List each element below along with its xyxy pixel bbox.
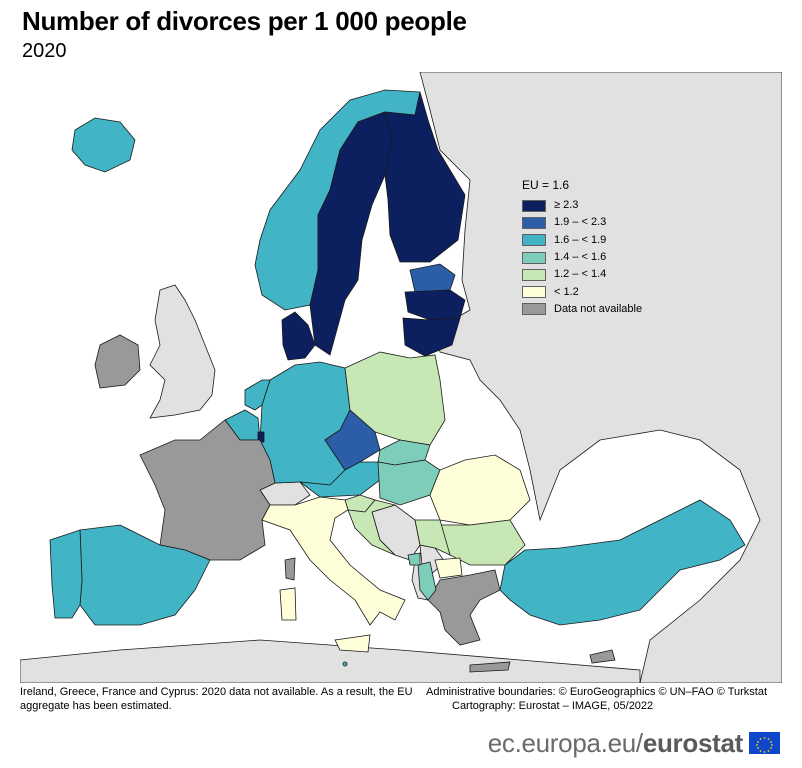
sicily-shape xyxy=(334,634,371,653)
legend-swatch xyxy=(522,234,546,247)
turkey-shape xyxy=(499,499,746,626)
legend-swatch xyxy=(522,303,546,316)
legend-label: 1.9 – < 2.3 xyxy=(554,216,607,229)
legend-item: Data not available xyxy=(522,301,642,318)
legend-label: < 1.2 xyxy=(554,285,579,298)
romania-shape xyxy=(429,454,531,526)
finland-shape xyxy=(384,91,466,263)
serbia-shape xyxy=(414,519,451,556)
croatia-shape xyxy=(347,499,397,556)
greece-shape xyxy=(427,569,501,646)
choropleth-map xyxy=(20,72,782,683)
legend-item: ≥ 2.3 xyxy=(522,197,642,214)
legend-title: EU = 1.6 xyxy=(522,178,570,192)
legend-swatch xyxy=(522,268,546,281)
estonia-shape xyxy=(409,263,456,293)
map-legend: EU = 1.6 ≥ 2.3 1.9 – < 2.3 1.6 – < 1.9 1… xyxy=(522,179,642,318)
albania-shape xyxy=(417,561,437,601)
germany-shape xyxy=(259,361,351,486)
legend-item: 1.9 – < 2.3 xyxy=(522,214,642,231)
corsica-shape xyxy=(284,557,296,581)
legend-label: 1.4 – < 1.6 xyxy=(554,251,607,264)
footnote-data-note: Ireland, Greece, France and Cyprus: 2020… xyxy=(20,686,413,712)
iceland-shape xyxy=(71,117,136,173)
footnote-credits: Administrative boundaries: © EuroGeograp… xyxy=(426,685,786,713)
malta-shape xyxy=(342,661,348,667)
brand-domain: ec.europa.eu/ xyxy=(487,727,643,758)
bulgaria-shape xyxy=(439,519,526,566)
sweden-shape xyxy=(309,111,393,356)
eu-countries xyxy=(49,91,746,673)
montenegro-shape xyxy=(407,552,421,566)
sardinia-shape xyxy=(279,587,297,621)
ireland-shape xyxy=(94,334,141,389)
luxembourg-shape xyxy=(257,431,265,443)
brand-name: eurostat xyxy=(642,727,743,758)
uk-shape xyxy=(149,284,216,419)
eurostat-brand[interactable]: ec.europa.eu/eurostat xyxy=(488,728,780,758)
portugal-shape xyxy=(49,529,83,619)
legend-swatch xyxy=(522,216,546,229)
map-title: Number of divorces per 1 000 people xyxy=(22,6,467,36)
hungary-shape xyxy=(377,459,441,506)
legend-swatch xyxy=(522,199,546,212)
italy-shape xyxy=(261,496,406,626)
legend-label: 1.2 – < 1.4 xyxy=(554,268,607,281)
north-macedonia-shape xyxy=(434,557,463,579)
lithuania-shape xyxy=(402,317,461,357)
legend-item: 1.2 – < 1.4 xyxy=(522,266,642,283)
legend-item: < 1.2 xyxy=(522,283,642,300)
denmark-shape xyxy=(281,311,316,361)
latvia-shape xyxy=(404,289,466,321)
footnote-boundaries: Administrative boundaries: © EuroGeograp… xyxy=(426,686,768,698)
legend-label: Data not available xyxy=(554,302,643,315)
netherlands-shape xyxy=(244,379,271,411)
legend-swatch xyxy=(522,286,546,299)
france-shape xyxy=(139,419,276,561)
legend-item: 1.6 – < 1.9 xyxy=(522,232,642,249)
footnote-cartography: Cartography: Eurostat – IMAGE, 05/2022 xyxy=(452,700,654,712)
cyprus-shape xyxy=(589,649,616,664)
legend-swatch xyxy=(522,251,546,264)
eu-flag-icon xyxy=(749,732,780,754)
legend-label: ≥ 2.3 xyxy=(554,199,579,212)
map-subtitle: 2020 xyxy=(22,40,67,62)
crete-shape xyxy=(469,661,511,673)
non-eu-land xyxy=(20,72,782,683)
legend-item: 1.4 – < 1.6 xyxy=(522,249,642,266)
legend-label: 1.6 – < 1.9 xyxy=(554,233,607,246)
